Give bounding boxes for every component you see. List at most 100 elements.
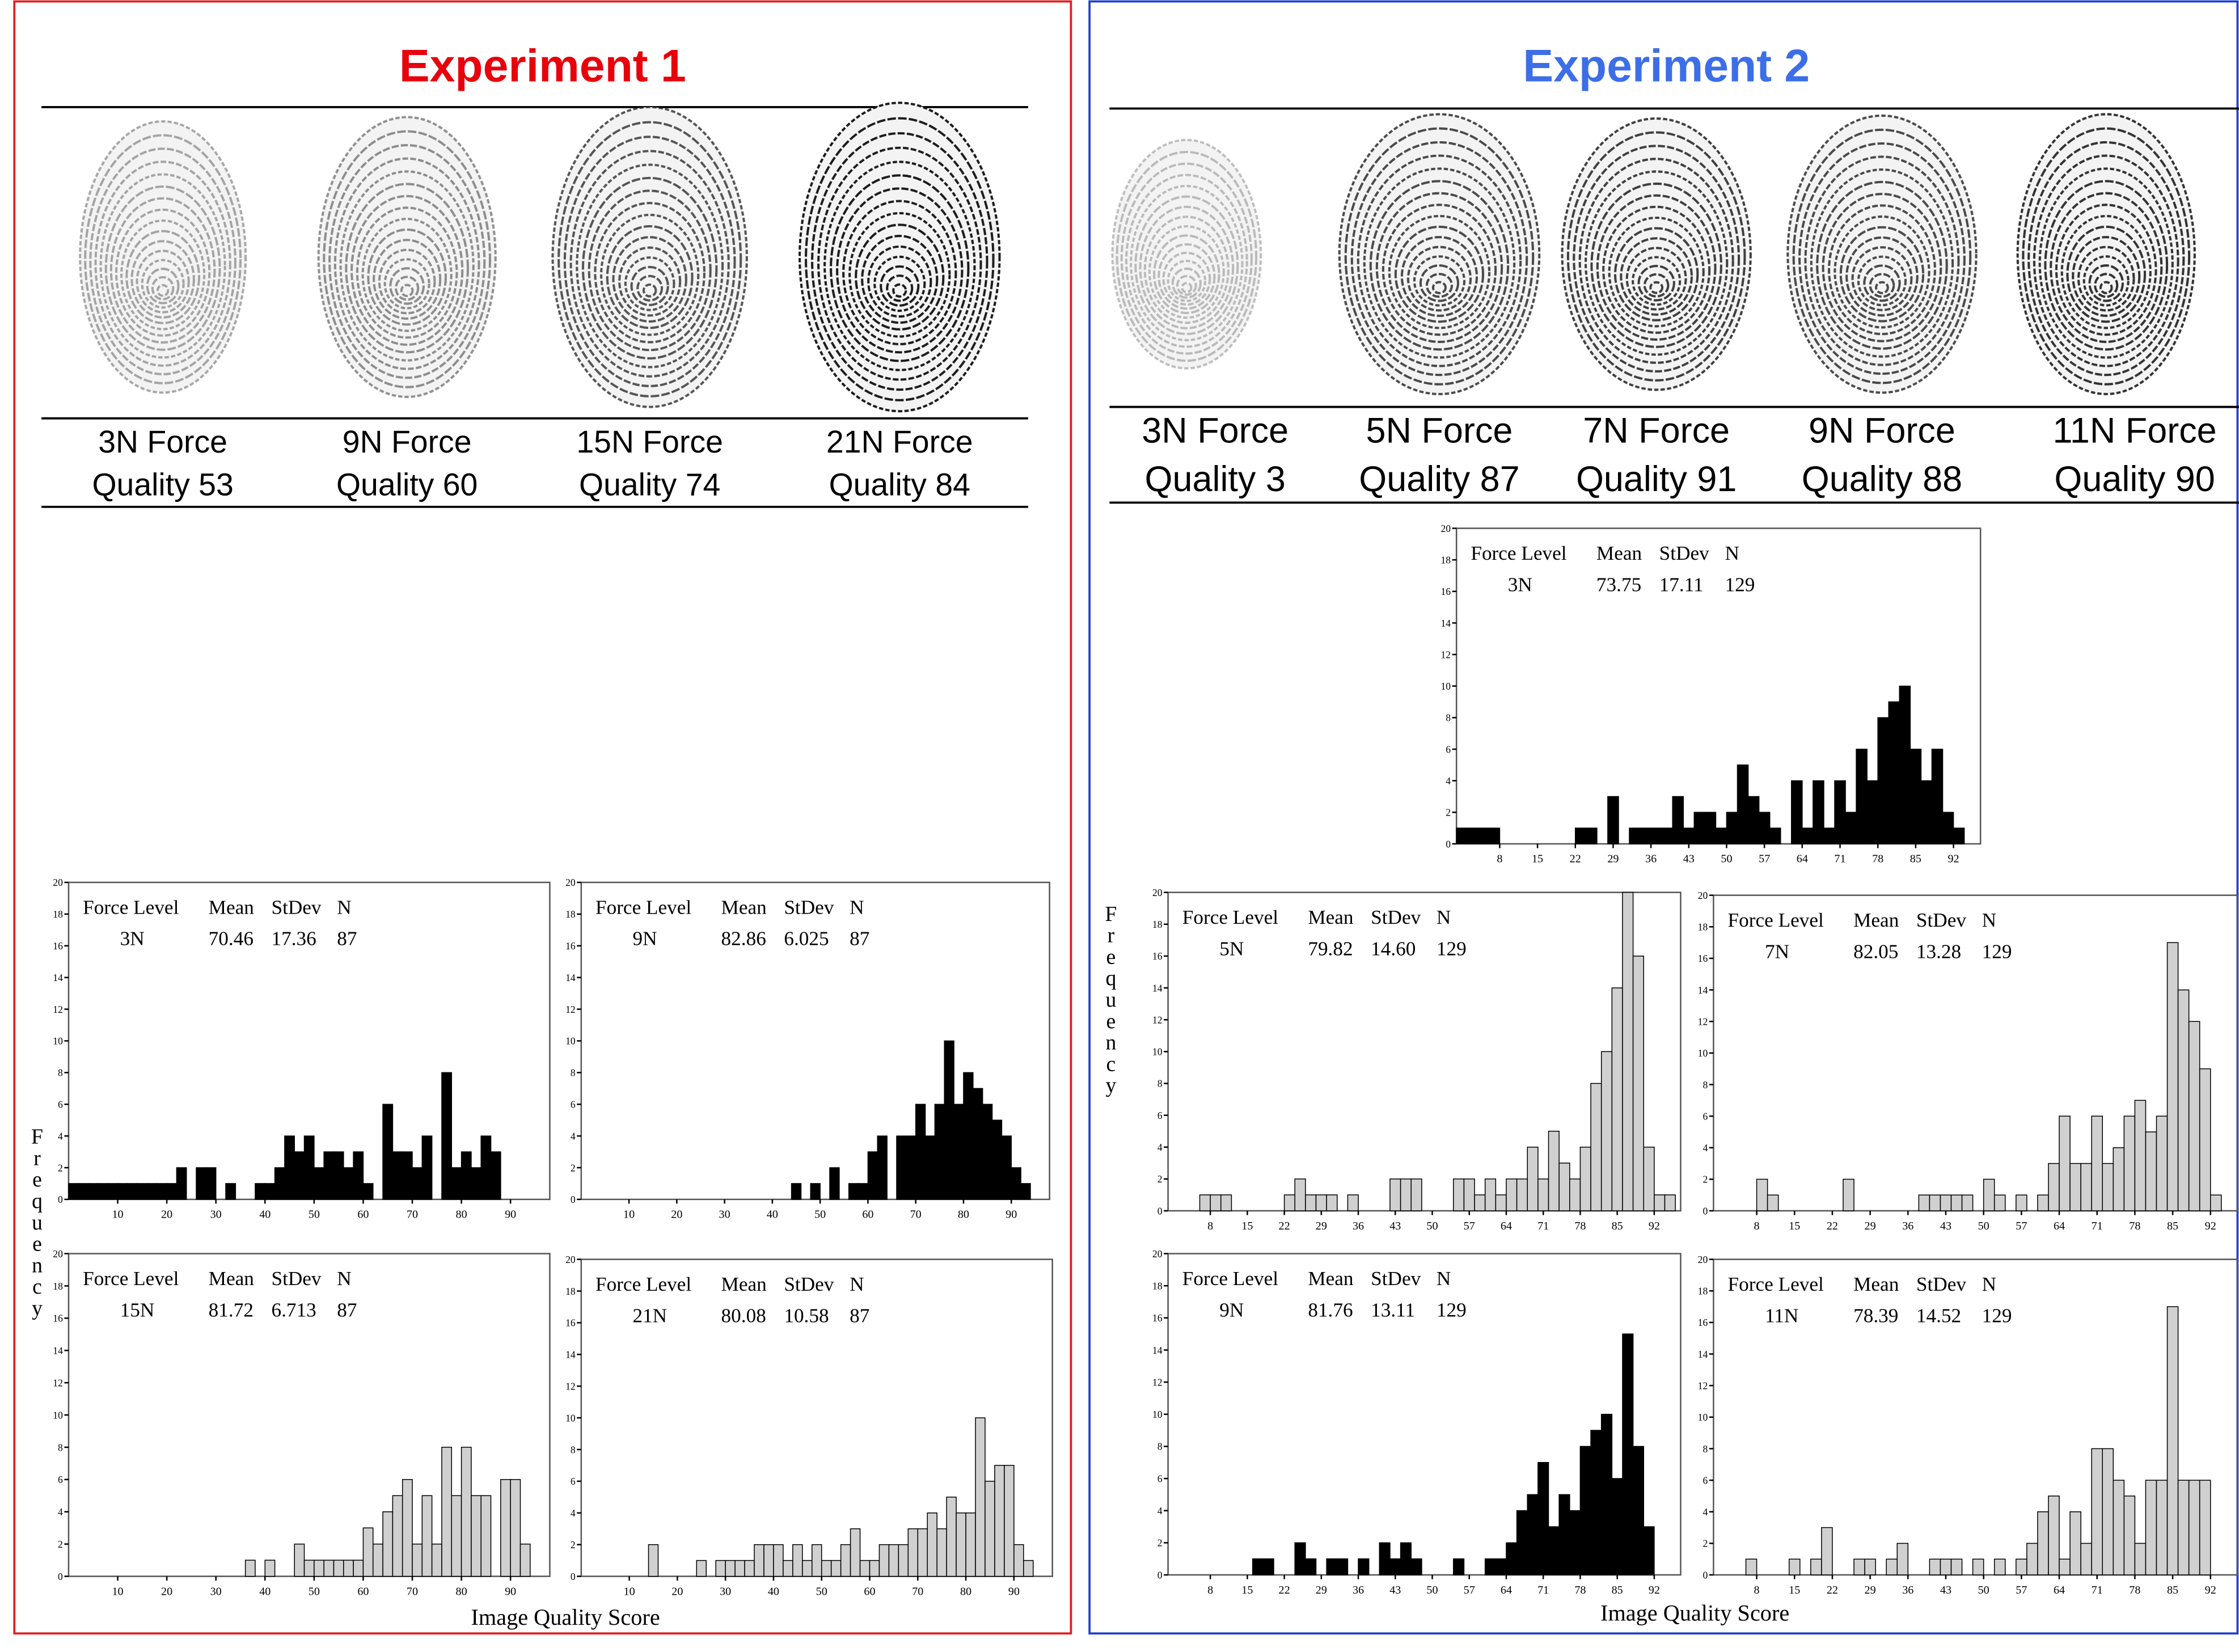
- stats-value: 129: [1725, 573, 1755, 595]
- bar: [1559, 1163, 1570, 1211]
- y-tick-label: 8: [1157, 1441, 1163, 1452]
- bar: [2145, 1132, 2156, 1211]
- x-tick-label: 85: [1910, 853, 1921, 865]
- bar: [1951, 1559, 1962, 1575]
- bar: [265, 1184, 274, 1199]
- bar: [305, 1136, 314, 1199]
- x-tick-label: 29: [1865, 1584, 1876, 1596]
- fingerprint: [552, 107, 746, 407]
- x-tick-label: 29: [1865, 1220, 1876, 1232]
- bar: [1654, 1195, 1665, 1211]
- bar: [1602, 1414, 1612, 1575]
- bar: [294, 1152, 304, 1199]
- bar: [324, 1152, 333, 1199]
- bar: [1411, 1179, 1422, 1211]
- y-tick-label: 16: [1152, 1312, 1163, 1324]
- fingerprint-quality: Quality 84: [829, 467, 970, 502]
- stats-header: StDev: [1916, 909, 1966, 931]
- bar: [2145, 1480, 2156, 1575]
- bar: [649, 1545, 658, 1577]
- bar: [937, 1529, 947, 1577]
- x-tick-label: 64: [2054, 1584, 2065, 1596]
- bar: [1478, 828, 1489, 844]
- x-tick-label: 43: [1389, 1584, 1401, 1596]
- bar: [2027, 1543, 2038, 1575]
- x-tick-label: 36: [1902, 1584, 1913, 1596]
- x-tick-label: 50: [1721, 853, 1732, 865]
- y-tick-label: 6: [1703, 1474, 1708, 1486]
- bar: [1200, 1195, 1211, 1211]
- fingerprint-quality: Quality 91: [1576, 459, 1737, 499]
- y-axis-title: Frequency: [1105, 902, 1117, 1097]
- y-axis-title: Frequency: [31, 1125, 43, 1320]
- bar: [255, 1184, 265, 1199]
- x-tick-label: 64: [1501, 1220, 1512, 1232]
- stats-value: 10.58: [784, 1304, 829, 1326]
- y-tick-label: 12: [1152, 1376, 1163, 1388]
- y-tick-label: 14: [53, 1345, 63, 1357]
- y-tick-label: 0: [1446, 838, 1451, 850]
- stats-value: 13.28: [1916, 940, 1961, 962]
- stats-value: 82.05: [1853, 940, 1898, 962]
- x-tick-label: 50: [309, 1585, 320, 1598]
- histogram: 02468101214161820102030405060708090Force…: [53, 877, 550, 1220]
- bar: [2124, 1496, 2135, 1575]
- bar: [69, 1184, 78, 1199]
- y-tick-label: 2: [1157, 1537, 1163, 1549]
- bar: [918, 1529, 927, 1577]
- stats-value: 14.60: [1371, 937, 1416, 960]
- y-tick-label: 12: [53, 1377, 63, 1388]
- stats-header: Mean: [1853, 1273, 1899, 1295]
- bar: [392, 1495, 402, 1576]
- stats-value: 129: [1982, 1304, 2012, 1326]
- bar: [908, 1529, 918, 1577]
- x-tick-label: 29: [1316, 1584, 1327, 1596]
- fingerprint-force: 21N Force: [826, 424, 973, 459]
- bar: [1517, 1511, 1528, 1575]
- x-tick-label: 71: [1537, 1220, 1549, 1232]
- bar: [859, 1184, 868, 1199]
- bar: [1295, 1543, 1306, 1575]
- bar: [954, 1104, 964, 1199]
- x-tick-label: 80: [456, 1209, 467, 1221]
- stats-value: 79.82: [1308, 937, 1353, 960]
- stats-header: Force Level: [595, 896, 691, 918]
- y-tick-label: 18: [1152, 1280, 1163, 1291]
- bar: [812, 1545, 822, 1577]
- bar: [2102, 1164, 2113, 1211]
- bar: [851, 1529, 860, 1577]
- x-tick-label: 10: [623, 1209, 635, 1221]
- stats-header: StDev: [271, 896, 321, 918]
- fingerprint-force: 9N Force: [343, 424, 472, 459]
- stats-header: Mean: [1308, 906, 1354, 928]
- bar: [1644, 1147, 1654, 1211]
- bar: [451, 1495, 461, 1576]
- x-tick-label: 40: [259, 1585, 271, 1598]
- fingerprint-force: 11N Force: [2053, 411, 2217, 450]
- bar: [1835, 781, 1845, 844]
- bar: [1570, 1511, 1581, 1575]
- y-tick-label: 0: [1157, 1205, 1163, 1216]
- bar: [764, 1545, 774, 1577]
- y-tick-label: 12: [1441, 649, 1451, 660]
- bar: [2048, 1496, 2059, 1575]
- bar: [1316, 1195, 1327, 1211]
- bar: [294, 1544, 304, 1577]
- bar: [1591, 1083, 1602, 1211]
- bar: [2081, 1543, 2092, 1575]
- fingerprint: [2018, 114, 2195, 394]
- x-tick-label: 70: [912, 1585, 923, 1598]
- bar: [1856, 749, 1867, 844]
- bar: [1295, 1179, 1306, 1211]
- x-tick-label: 8: [1754, 1584, 1760, 1596]
- y-tick-label: 6: [58, 1474, 63, 1485]
- x-tick-label: 20: [161, 1585, 172, 1598]
- stats-header: Mean: [209, 896, 255, 918]
- bar: [1929, 1195, 1940, 1211]
- stats-header: Force Level: [83, 896, 179, 918]
- bar: [906, 1136, 916, 1199]
- stats-value: 17.36: [271, 928, 316, 950]
- bar: [2102, 1448, 2113, 1575]
- bar: [754, 1545, 764, 1577]
